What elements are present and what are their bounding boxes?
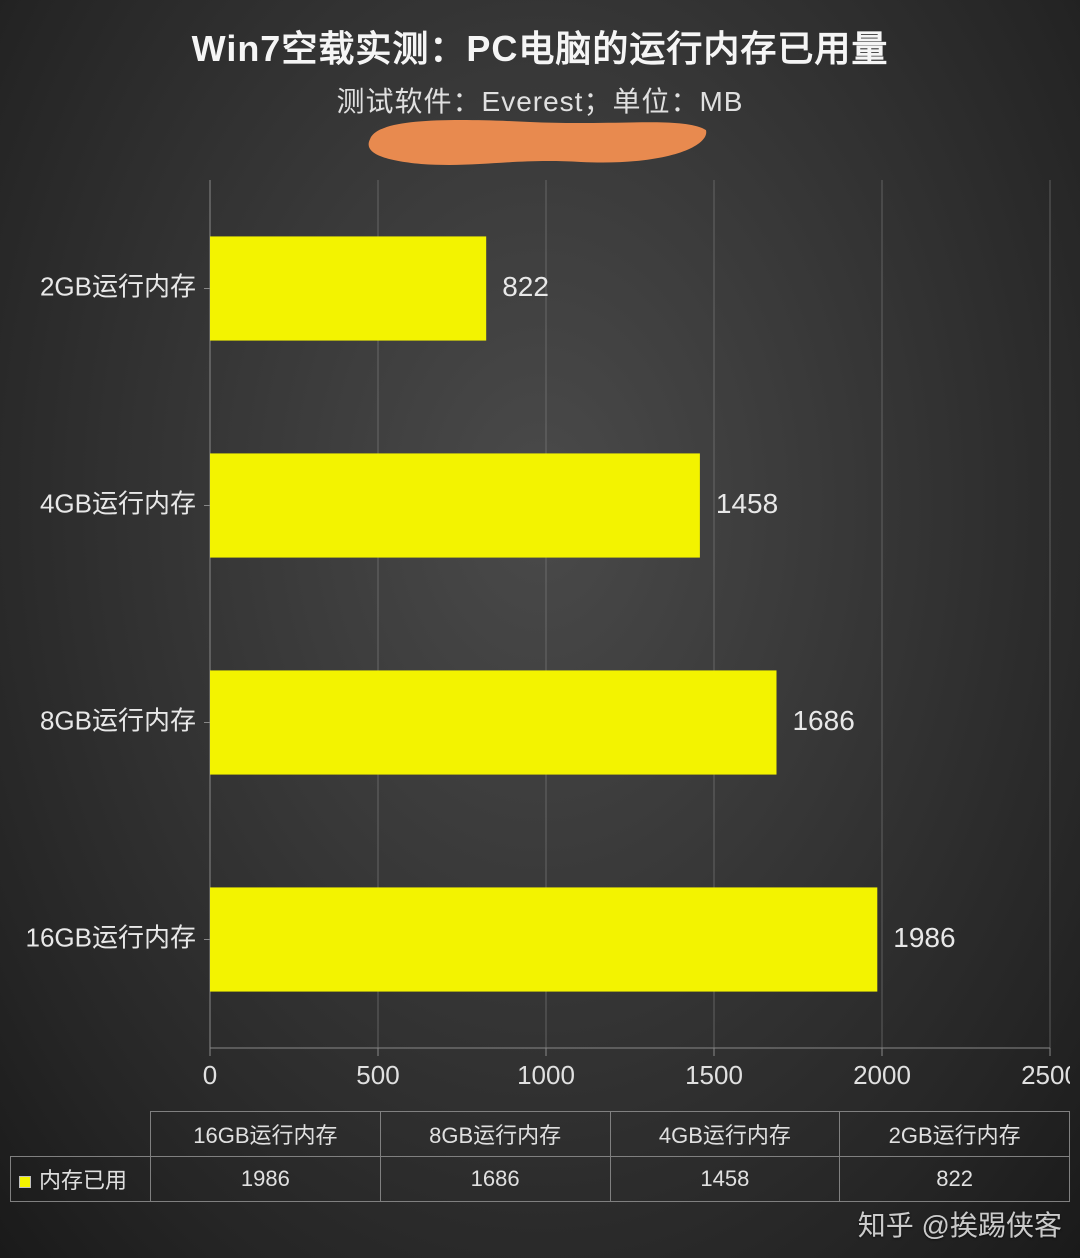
bar-category-label: 8GB运行内存: [40, 705, 196, 735]
bar: [210, 453, 700, 557]
x-tick-label: 2000: [853, 1060, 911, 1090]
bar-value-label: 1686: [792, 705, 854, 736]
bar-chart: 0 500 1000 1500 2000 2500 2GB运行内存 822 4GB运行内存 145…: [10, 170, 1070, 1098]
x-tick-label: 0: [203, 1060, 217, 1090]
table-row-label-cell: 内存已用: [11, 1157, 151, 1202]
chart-title: Win7空载实测：PC电脑的运行内存已用量: [10, 20, 1070, 72]
table-cell: 1686: [380, 1157, 610, 1202]
x-tick-label: 500: [356, 1060, 399, 1090]
bar-value-label: 1986: [893, 922, 955, 953]
x-tick-label: 1000: [517, 1060, 575, 1090]
table-data-row: 内存已用 1986 1686 1458 822: [11, 1157, 1070, 1202]
bar: [210, 670, 776, 774]
table-col-header: 4GB运行内存: [610, 1112, 840, 1157]
x-tick-label: 2500: [1021, 1060, 1070, 1090]
data-table: 16GB运行内存 8GB运行内存 4GB运行内存 2GB运行内存 内存已用 19…: [10, 1111, 1070, 1202]
bar-value-label: 1458: [716, 488, 778, 519]
bar-category-label: 2GB运行内存: [40, 271, 196, 301]
bar-category-label: 4GB运行内存: [40, 488, 196, 518]
legend-swatch-icon: [19, 1176, 31, 1188]
table-cell: 822: [840, 1157, 1070, 1202]
redaction-mark: [360, 114, 720, 174]
watermark-text: 知乎 @挨踢侠客: [858, 1204, 1062, 1244]
table-row-label: 内存已用: [39, 1168, 127, 1193]
bar-category-label: 16GB运行内存: [26, 922, 197, 952]
table-cell: 1986: [151, 1157, 381, 1202]
table-corner-cell: [11, 1112, 151, 1157]
bar: [210, 887, 877, 991]
bar-value-label: 822: [502, 271, 549, 302]
table-col-header: 2GB运行内存: [840, 1112, 1070, 1157]
table-cell: 1458: [610, 1157, 840, 1202]
table-col-header: 16GB运行内存: [151, 1112, 381, 1157]
table-header-row: 16GB运行内存 8GB运行内存 4GB运行内存 2GB运行内存: [11, 1112, 1070, 1157]
table-col-header: 8GB运行内存: [380, 1112, 610, 1157]
bar: [210, 236, 486, 340]
x-tick-label: 1500: [685, 1060, 743, 1090]
